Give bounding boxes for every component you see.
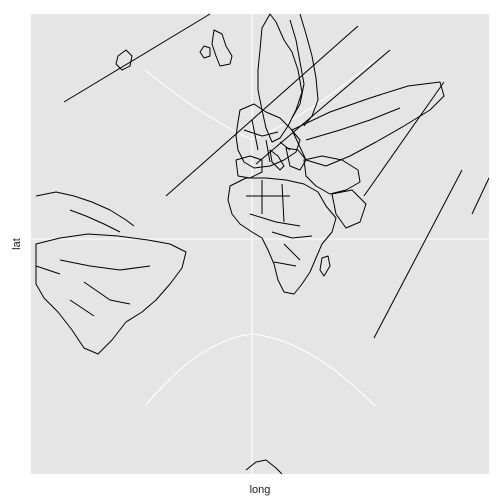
- arctic-line-right: [255, 49, 391, 165]
- arctic-line-left: [63, 13, 211, 103]
- grid-line-curve-bottom: [144, 333, 376, 407]
- plot-panel: [31, 14, 489, 474]
- pacific-line-b: [373, 169, 463, 339]
- x-axis-title: long: [250, 484, 271, 496]
- central-america: [69, 209, 121, 233]
- great-britain: [211, 29, 233, 67]
- caribbean-islands: [35, 191, 135, 227]
- antarctic-fragment: [245, 459, 283, 475]
- country-borders: [35, 13, 490, 475]
- africa-internal-borders: [246, 180, 313, 267]
- arabian-peninsula: [331, 189, 367, 229]
- arctic-line-center: [165, 25, 359, 197]
- balkans: [285, 147, 307, 171]
- iceland: [115, 49, 133, 71]
- south-america-outline: [35, 233, 187, 355]
- grid-line-curve-top: [144, 59, 376, 141]
- south-america-borders: [35, 259, 151, 317]
- ireland: [199, 45, 211, 59]
- pacific-line-a: [363, 81, 445, 197]
- turkey-middle-east: [303, 155, 361, 195]
- grid-lines: [31, 14, 489, 474]
- italy: [269, 149, 285, 171]
- y-axis-title: lat: [11, 238, 23, 250]
- pacific-line-c: [471, 177, 490, 215]
- finland-outline: [289, 19, 305, 119]
- eurasia-interior-border: [305, 107, 401, 141]
- europe-internal-borders: [243, 119, 291, 163]
- madagascar: [319, 255, 331, 277]
- western-europe: [235, 103, 301, 169]
- africa-outline: [227, 177, 337, 295]
- russia-wedge: [291, 81, 445, 167]
- iberian-peninsula: [235, 155, 263, 179]
